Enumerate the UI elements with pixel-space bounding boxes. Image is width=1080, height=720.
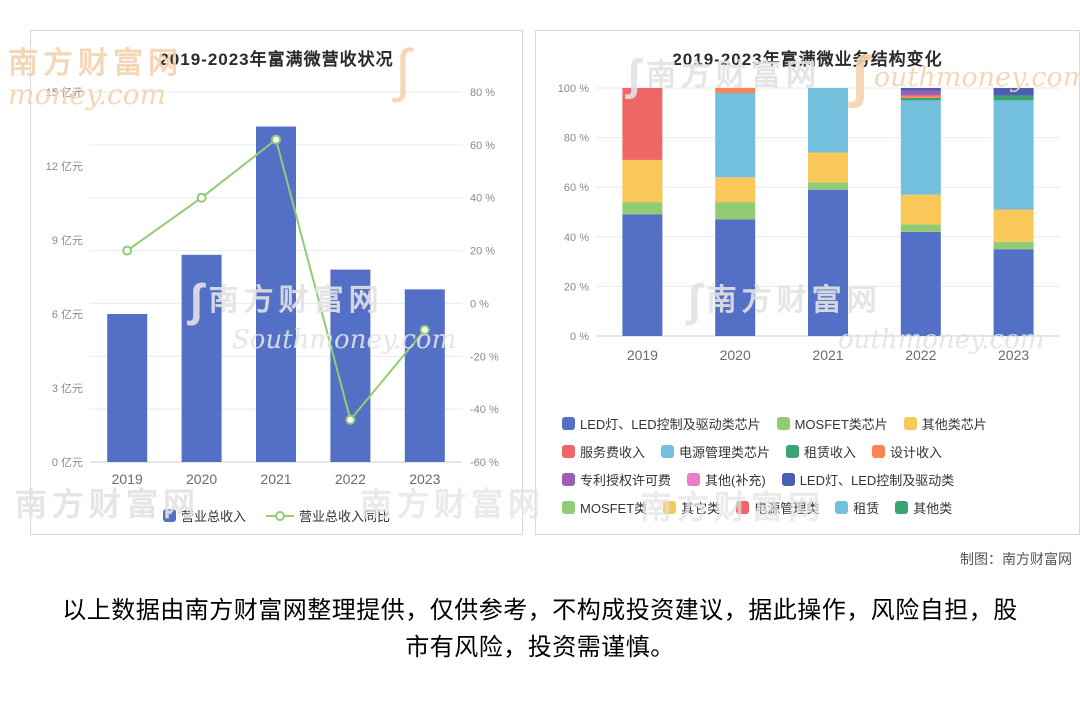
svg-text:-60 %: -60 %: [470, 457, 499, 469]
svg-text:0 亿元: 0 亿元: [51, 456, 82, 469]
svg-text:15 亿元: 15 亿元: [45, 86, 82, 99]
chart-credit: 制图：南方财富网: [960, 551, 1072, 567]
svg-text:40 %: 40 %: [563, 232, 588, 244]
revenue-chart-panel: 2019-2023年富满微营收状况 -60 % -40 % -20 % 0 % 20 %…: [30, 30, 523, 535]
legend-swatch: [687, 473, 701, 486]
svg-text:-40 %: -40 %: [470, 404, 499, 416]
legend-item: 设计收入: [872, 442, 942, 461]
structure-legend: LED灯、LED控制及驱动类芯片 MOSFET类芯片 其他类芯片 服务费收入 电源管理类…: [536, 414, 1079, 517]
legend-row: 服务费收入 电源管理类芯片 租赁收入 设计收入: [562, 442, 1079, 461]
legend-swatch: [562, 445, 575, 458]
legend-item: MOSFET类芯片: [776, 414, 888, 433]
charts-row: 2019-2023年富满微营收状况 -60 % -40 % -20 % 0 % 20 %…: [30, 30, 1080, 535]
svg-text:9 亿元: 9 亿元: [51, 234, 82, 247]
legend-item-revenue: 营业总收入: [162, 506, 246, 525]
disclaimer-text: 以上数据由南方财富网整理提供，仅供参考，不构成投资建议，据此操作，风险自担，股市…: [62, 597, 1018, 662]
legend-swatch: [872, 445, 886, 458]
legend-swatch: [781, 473, 795, 486]
svg-text:6 亿元: 6 亿元: [51, 308, 82, 321]
svg-text:20 %: 20 %: [470, 246, 495, 258]
svg-text:60 %: 60 %: [470, 140, 495, 152]
revenue-chart-title: 2019-2023年富满微营收状况: [159, 50, 394, 69]
svg-text:80 %: 80 %: [470, 87, 495, 99]
legend-row: 专利授权许可费 其他(补充) LED灯、LED控制及驱动类: [562, 470, 1079, 489]
legend-item: LED灯、LED控制及驱动类芯片: [562, 414, 761, 433]
legend-swatch: [661, 445, 675, 458]
legend-item-yoy: 营业总收入同比: [266, 506, 390, 525]
svg-text:2022: 2022: [334, 471, 365, 487]
svg-text:2019: 2019: [111, 471, 142, 487]
legend-swatch: [562, 473, 575, 486]
svg-text:2021: 2021: [260, 471, 291, 487]
legend-item: 租赁收入: [786, 442, 856, 461]
svg-text:2023: 2023: [409, 471, 440, 487]
svg-text:20 %: 20 %: [563, 281, 588, 293]
revenue-bar-line-chart: -60 % -40 % -20 % 0 % 20 % 40 % 60 % 80 % 0 亿元 3 …: [45, 86, 499, 487]
structure-chart-title: 2019-2023年富满微业务结构变化: [672, 50, 943, 69]
legend-item: 专利授权许可费: [562, 470, 671, 489]
legend-item: 电源管理类芯片: [661, 442, 770, 461]
revenue-legend: 营业总收入 营业总收入同比: [31, 506, 522, 525]
legend-row: MOSFET类 其它类 电源管理类 租赁 其他类: [562, 498, 1079, 517]
legend-swatch: [895, 501, 909, 514]
legend-swatch: [835, 501, 849, 514]
legend-swatch: [562, 417, 575, 430]
svg-text:60 %: 60 %: [563, 182, 588, 194]
legend-swatch: [786, 445, 800, 458]
legend-item: 其他类: [895, 498, 952, 517]
svg-text:-20 %: -20 %: [470, 351, 499, 363]
line-marker-icon: [266, 510, 294, 521]
svg-text:12 亿元: 12 亿元: [45, 160, 82, 173]
legend-row: LED灯、LED控制及驱动类芯片 MOSFET类芯片 其他类芯片: [562, 414, 1079, 433]
legend-item: 服务费收入: [562, 442, 645, 461]
svg-text:3 亿元: 3 亿元: [51, 382, 82, 395]
legend-item: 其他(补充): [687, 470, 766, 489]
svg-text:0 %: 0 %: [570, 331, 589, 343]
structure-stacked-bar-chart: 0 % 20 % 40 % 60 % 80 % 100 % 2019 2020 2021 2022…: [557, 83, 1060, 363]
svg-text:2019: 2019: [626, 347, 657, 363]
svg-text:100 %: 100 %: [557, 83, 588, 95]
legend-swatch: [663, 501, 677, 514]
svg-text:40 %: 40 %: [470, 193, 495, 205]
svg-text:80 %: 80 %: [563, 133, 588, 145]
legend-item: 电源管理类: [736, 498, 819, 517]
legend-swatch: [562, 501, 575, 514]
legend-swatch: [736, 501, 750, 514]
svg-text:2022: 2022: [905, 347, 936, 363]
legend-item: 其它类: [663, 498, 720, 517]
legend-item: 租赁: [835, 498, 879, 517]
svg-text:2020: 2020: [186, 471, 217, 487]
legend-swatch: [776, 417, 790, 430]
svg-text:0 %: 0 %: [470, 298, 489, 310]
svg-text:2020: 2020: [719, 347, 750, 363]
legend-swatch: [903, 417, 917, 430]
structure-chart-panel: 2019-2023年富满微业务结构变化 0 % 20 % 40 % 60 % 80 % 1…: [535, 30, 1080, 535]
legend-swatch: [162, 509, 176, 522]
legend-item: 其他类芯片: [903, 414, 987, 433]
svg-text:2023: 2023: [998, 347, 1029, 363]
svg-text:2021: 2021: [812, 347, 843, 363]
legend-item: LED灯、LED控制及驱动类: [781, 470, 954, 489]
legend-item: MOSFET类: [562, 498, 647, 517]
